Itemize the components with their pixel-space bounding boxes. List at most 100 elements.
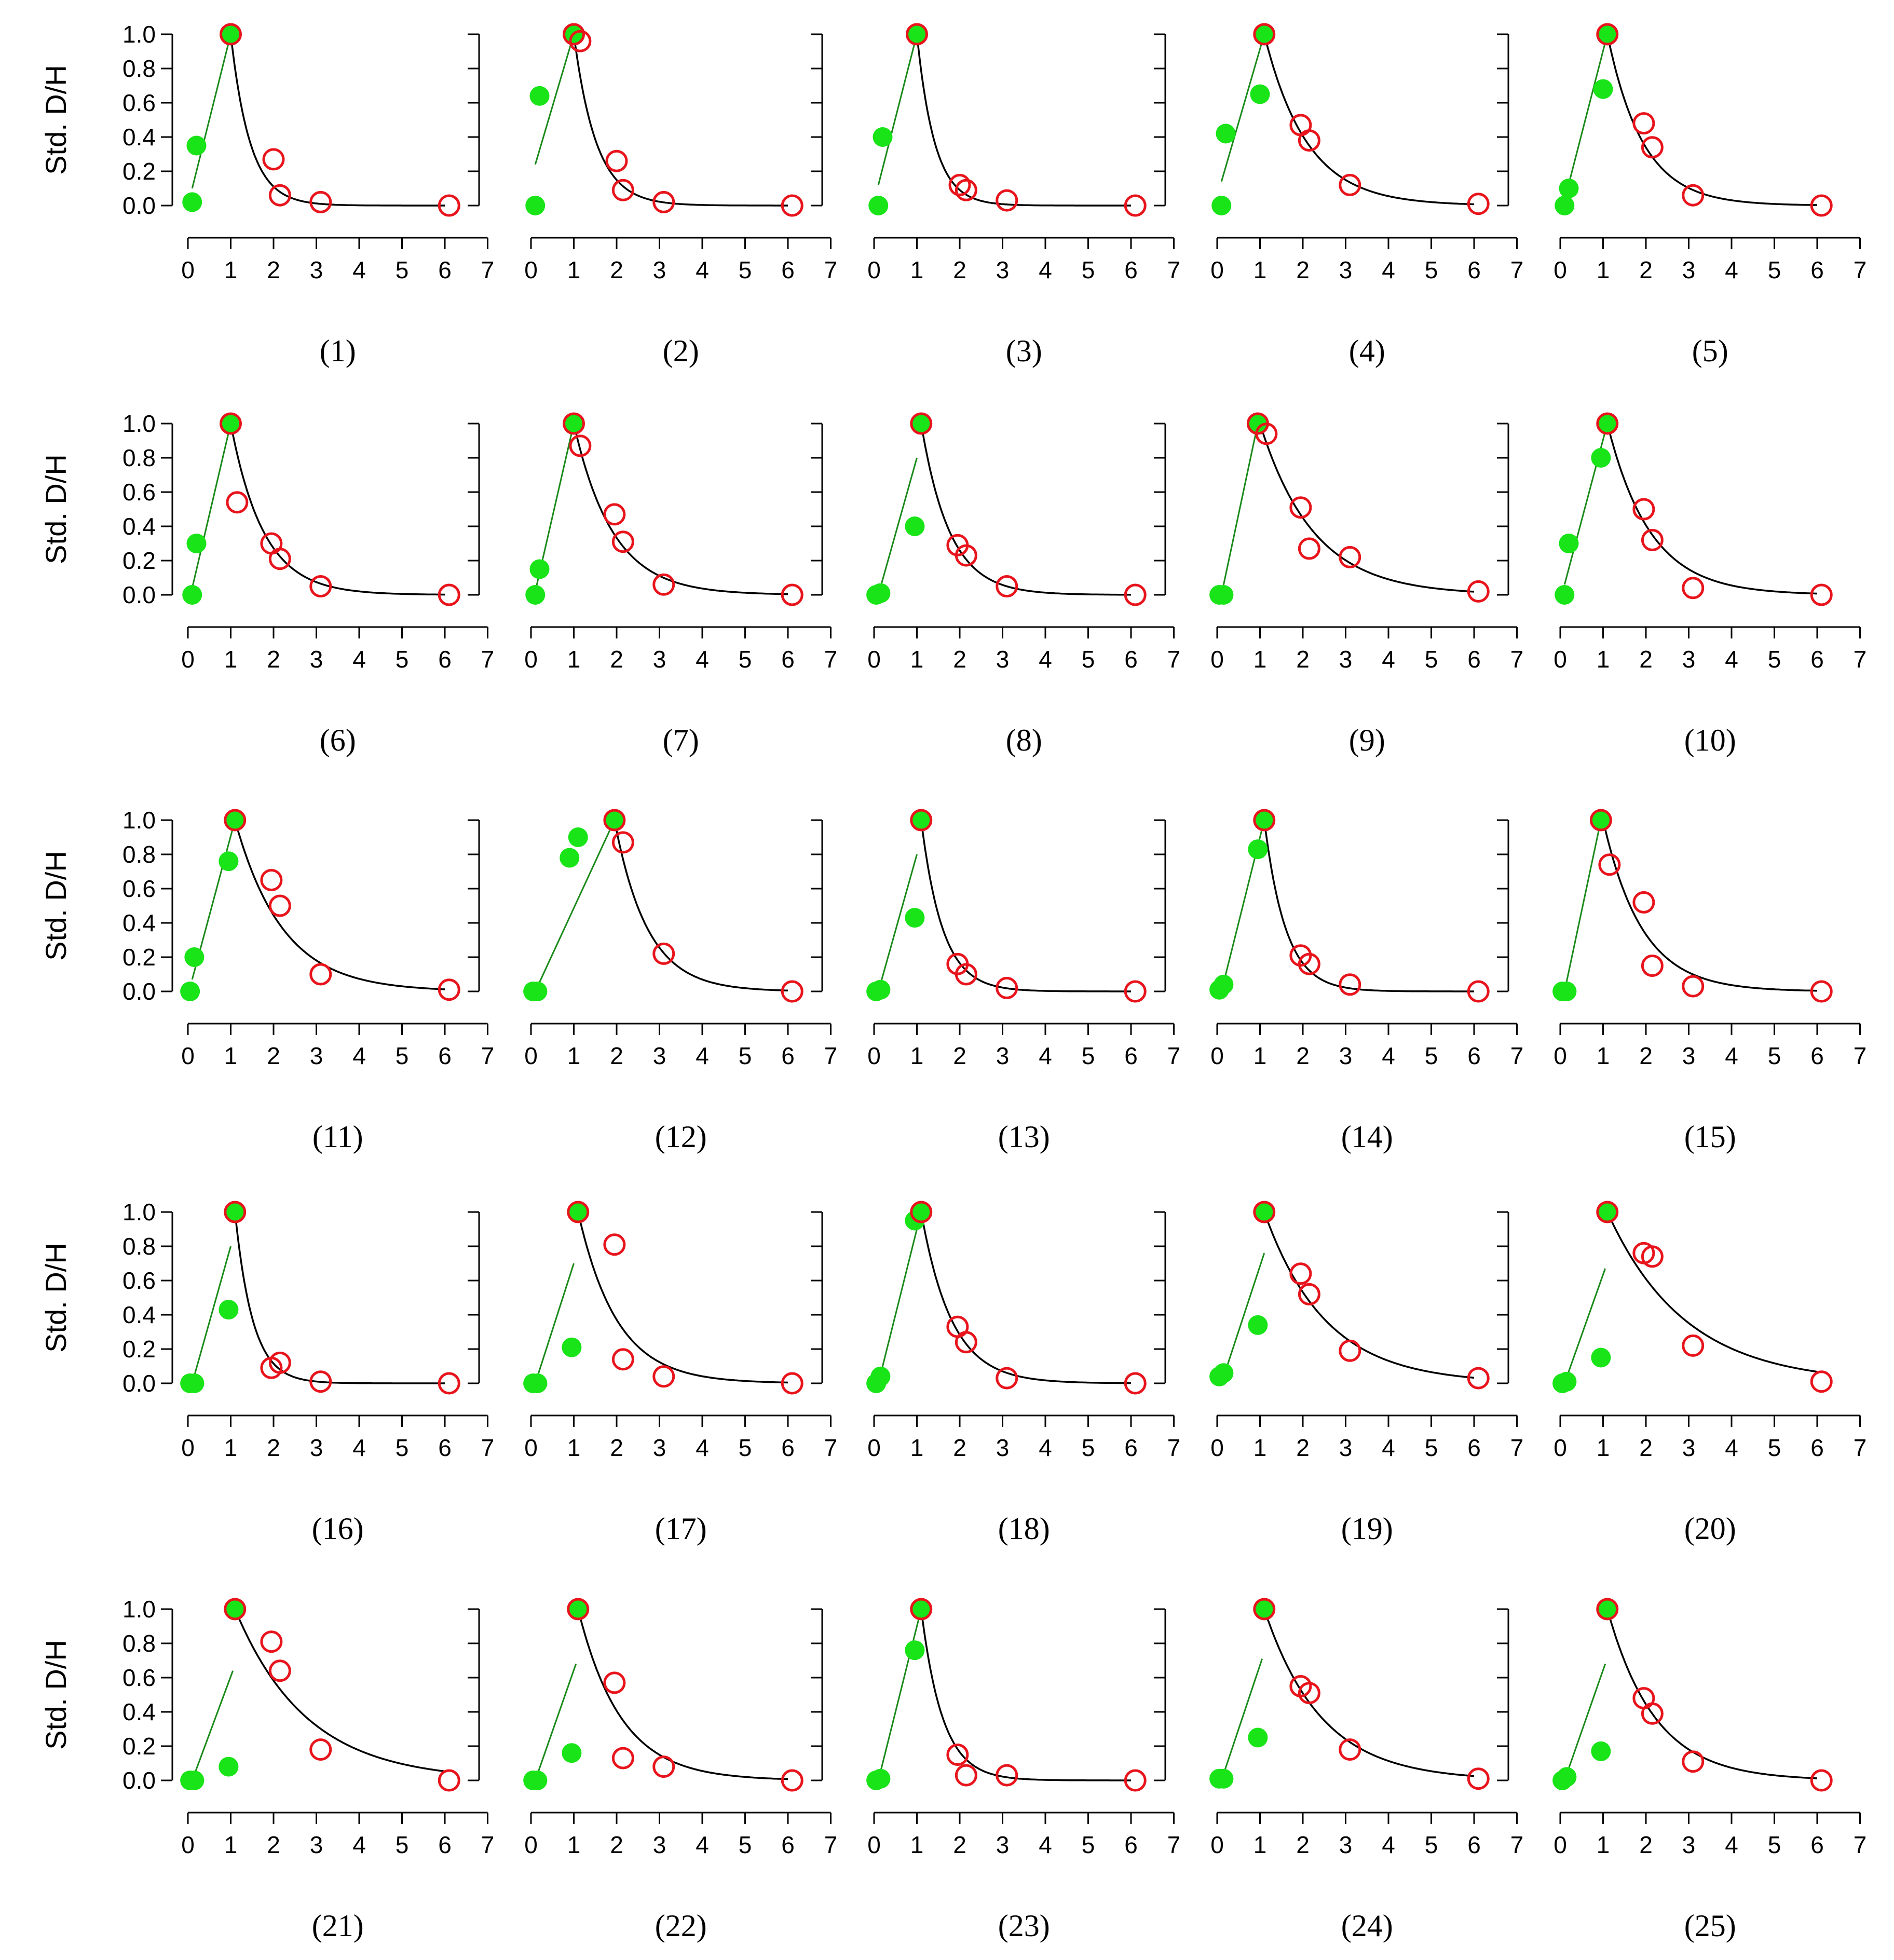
green-point <box>560 848 580 868</box>
x-tick-label: 3 <box>310 1042 323 1069</box>
x-tick-label: 3 <box>310 1831 323 1858</box>
x-tick-label: 4 <box>1039 1831 1052 1858</box>
x-tick-label: 1 <box>910 1831 924 1858</box>
x-tick-label: 7 <box>1854 1434 1867 1461</box>
panel-label: (5) <box>1692 334 1728 368</box>
red-point <box>1682 184 1705 207</box>
rise-line <box>191 423 231 589</box>
green-point <box>1555 196 1575 215</box>
x-tick-label: 2 <box>267 1831 280 1858</box>
red-point <box>955 1331 977 1354</box>
y-tick-label: 1.0 <box>122 1596 156 1623</box>
x-tick-label: 3 <box>653 256 666 283</box>
x-tick-label: 7 <box>481 1831 495 1858</box>
red-point <box>1298 1283 1320 1305</box>
y-tick-label: 1.0 <box>122 21 156 48</box>
x-tick-label: 7 <box>481 1434 495 1461</box>
panel-21: 0 1 2 3 4 5 6 7 0.0 0.2 0.4 0.6 0.8 1.0 Std. D/H (21) <box>39 1596 494 1943</box>
x-tick-label: 3 <box>1682 646 1696 673</box>
red-point <box>652 1365 675 1388</box>
red-point <box>1632 498 1655 521</box>
rise-line <box>534 34 575 165</box>
x-tick-label: 2 <box>1296 646 1310 673</box>
panel-label: (24) <box>1341 1909 1393 1943</box>
decay-curve <box>234 1212 445 1384</box>
red-point <box>309 190 332 213</box>
x-tick-label: 6 <box>1124 1042 1138 1069</box>
x-tick-label: 0 <box>524 1042 538 1069</box>
rise-line <box>1220 423 1259 595</box>
panel-9: 0 1 2 3 4 5 6 7 (9) <box>1154 412 1524 757</box>
green-point <box>870 1768 891 1789</box>
x-tick-label: 0 <box>1210 1434 1224 1461</box>
x-tick-label: 4 <box>352 256 366 283</box>
panel-14: 0 1 2 3 4 5 6 7 (14) <box>1154 809 1523 1154</box>
red-point <box>224 1201 247 1223</box>
x-tick-label: 4 <box>1725 1042 1738 1069</box>
x-tick-label: 3 <box>996 1042 1010 1069</box>
green-point <box>219 1300 239 1320</box>
green-point <box>1597 24 1617 44</box>
green-point <box>1557 1371 1577 1392</box>
red-point <box>226 491 249 514</box>
red-point <box>262 148 285 171</box>
y-tick-label: 1.0 <box>122 410 156 437</box>
red-point <box>438 1769 460 1792</box>
y-tick-label: 0.0 <box>122 1370 156 1397</box>
red-point <box>955 544 977 567</box>
green-point <box>182 585 202 605</box>
rise-line <box>1563 820 1602 992</box>
red-point <box>309 1738 332 1761</box>
decay-curve <box>920 820 1131 992</box>
decay-curve <box>920 1609 1131 1781</box>
x-tick-label: 1 <box>1253 646 1267 673</box>
x-tick-label: 7 <box>1854 256 1867 283</box>
y-axis-title: Std. D/H <box>39 454 72 564</box>
red-point <box>1124 980 1147 1003</box>
panel-22: 0 1 2 3 4 5 6 7 (22) <box>468 1598 837 1943</box>
x-tick-label: 1 <box>910 1434 924 1461</box>
y-tick-label: 0.8 <box>122 55 156 82</box>
x-tick-label: 6 <box>438 256 452 283</box>
panel-label: (22) <box>655 1909 707 1943</box>
x-tick-label: 7 <box>1854 646 1867 673</box>
y-tick-label: 1.0 <box>122 807 156 834</box>
x-tick-label: 2 <box>953 1831 966 1858</box>
green-point <box>1597 1202 1617 1222</box>
panel-13: 0 1 2 3 4 5 6 7 (13) <box>811 809 1180 1154</box>
x-tick-label: 3 <box>653 1831 666 1858</box>
x-tick-label: 0 <box>1554 1831 1567 1858</box>
x-tick-label: 2 <box>1639 1831 1653 1858</box>
decay-curve <box>1602 820 1818 992</box>
x-tick-label: 5 <box>739 1831 752 1858</box>
y-tick-label: 0.0 <box>122 1767 156 1794</box>
x-tick-label: 4 <box>1725 1434 1738 1461</box>
x-tick-label: 5 <box>1768 1434 1781 1461</box>
panel-label: (12) <box>655 1120 707 1154</box>
green-point <box>529 559 550 579</box>
red-point <box>1467 193 1490 215</box>
red-point <box>1682 1334 1705 1357</box>
red-point <box>309 963 332 986</box>
green-point <box>1248 1315 1268 1335</box>
x-tick-label: 5 <box>1425 1042 1438 1069</box>
x-tick-label: 5 <box>1082 1831 1095 1858</box>
x-tick-label: 6 <box>1467 256 1481 283</box>
green-point <box>911 810 931 830</box>
x-tick-label: 6 <box>438 1042 452 1069</box>
green-point <box>1248 839 1268 860</box>
panel-label: (16) <box>312 1512 364 1546</box>
green-point <box>184 947 205 967</box>
red-point <box>996 189 1018 212</box>
x-tick-label: 2 <box>953 646 966 673</box>
green-point <box>905 516 925 536</box>
x-tick-label: 2 <box>953 1434 966 1461</box>
y-tick-label: 0.6 <box>122 1664 156 1691</box>
green-point <box>1591 810 1611 830</box>
decay-curve <box>1606 34 1818 206</box>
x-tick-label: 7 <box>1510 646 1524 673</box>
decay-curve <box>1606 1212 1818 1373</box>
x-tick-label: 4 <box>696 1831 709 1858</box>
decay-curve <box>1606 423 1817 595</box>
x-tick-label: 3 <box>996 256 1010 283</box>
